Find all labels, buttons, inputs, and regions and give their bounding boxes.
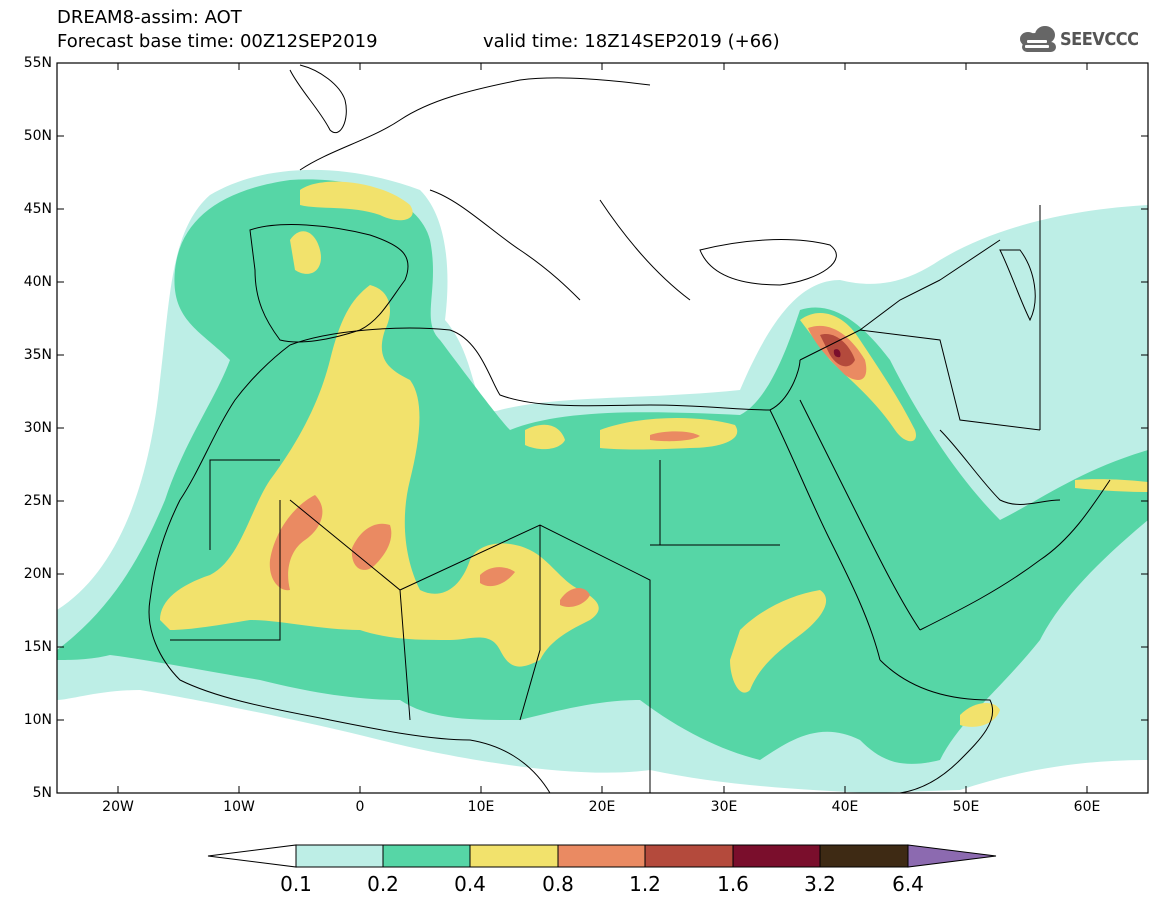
coastline-horn-africa: [879, 659, 994, 793]
lon-label: 60E: [1073, 799, 1101, 815]
aot-band-0.4: [525, 424, 565, 450]
colorbar-swatch: [295, 844, 384, 868]
coastline-arabia: [919, 429, 1111, 631]
aot-band-0.4: [1075, 479, 1148, 492]
aot-band-1.6: [833, 349, 841, 358]
axis-ticks: [57, 62, 1148, 793]
lat-label: 5N: [32, 785, 52, 801]
coastline-black-sea: [699, 239, 837, 286]
coastline-europe: [299, 77, 691, 301]
aot-band-0.4: [290, 231, 321, 274]
lat-label: 20N: [23, 566, 52, 582]
coastline-caspian: [999, 249, 1036, 322]
aot-band-0.8: [560, 588, 590, 607]
valid-time: valid time: 18Z14SEP2019 (+66): [483, 31, 780, 52]
border-sahara: [170, 459, 780, 793]
lon-label: 10W: [223, 799, 255, 815]
aot-band-0.8: [269, 495, 323, 591]
coastlines: [148, 64, 1111, 793]
coastline-red-sea: [769, 399, 921, 661]
lat-label: 40N: [23, 274, 52, 290]
colorbar-label: 3.2: [804, 872, 836, 896]
colorbar-label: 0.1: [280, 872, 312, 896]
lat-label: 35N: [23, 347, 52, 363]
seevccc-logo: [1020, 26, 1056, 52]
aot-band-0.4: [300, 181, 413, 221]
lat-label: 15N: [23, 639, 52, 655]
map-title: DREAM8-assim: AOT: [57, 7, 242, 28]
lon-label: 20E: [588, 799, 616, 815]
colorbar-swatch: [382, 844, 471, 868]
colorbar-low-arrow: [207, 844, 297, 868]
lon-label: 30E: [710, 799, 738, 815]
colorbar-swatch: [557, 844, 646, 868]
border-middle-east: [799, 205, 1041, 431]
colorbar-high-arrow: [907, 844, 997, 868]
colorbar-label: 0.8: [542, 872, 574, 896]
lat-label: 10N: [23, 712, 52, 728]
colorbar-label: 1.2: [629, 872, 661, 896]
aot-contours: [57, 169, 1148, 793]
lon-label: 50E: [952, 799, 980, 815]
lat-label: 50N: [23, 128, 52, 144]
lat-label: 55N: [23, 55, 52, 71]
logo-text: SEEVCCC: [1060, 29, 1139, 50]
colorbar-swatch: [644, 844, 734, 868]
lat-label: 30N: [23, 420, 52, 436]
lon-label: 20W: [102, 799, 134, 815]
coastline-gulf-guinea: [329, 719, 551, 793]
colorbar-swatch: [469, 844, 559, 868]
colorbar-label: 1.6: [717, 872, 749, 896]
coastline-north-africa: [289, 327, 801, 411]
colorbar-label: 0.4: [454, 872, 486, 896]
colorbar-swatch: [732, 844, 821, 868]
aot-band-0.4: [730, 590, 827, 693]
coastline-west-africa: [148, 344, 331, 721]
coastline-iberia: [249, 224, 409, 343]
colorbar: [207, 844, 997, 868]
lon-label: 10E: [467, 799, 495, 815]
aot-band-0.8: [480, 567, 515, 587]
lon-label: 0: [355, 799, 365, 815]
lat-label: 45N: [23, 201, 52, 217]
aot-band-0.4: [960, 703, 1000, 727]
colorbar-swatch: [819, 844, 909, 868]
lat-label: 25N: [23, 493, 52, 509]
aot-band-0.8: [650, 431, 700, 442]
colorbar-label: 0.2: [367, 872, 399, 896]
forecast-base-time: Forecast base time: 00Z12SEP2019: [57, 31, 378, 52]
coastline-britain: [289, 64, 347, 133]
lon-label: 40E: [831, 799, 859, 815]
colorbar-label: 6.4: [892, 872, 924, 896]
